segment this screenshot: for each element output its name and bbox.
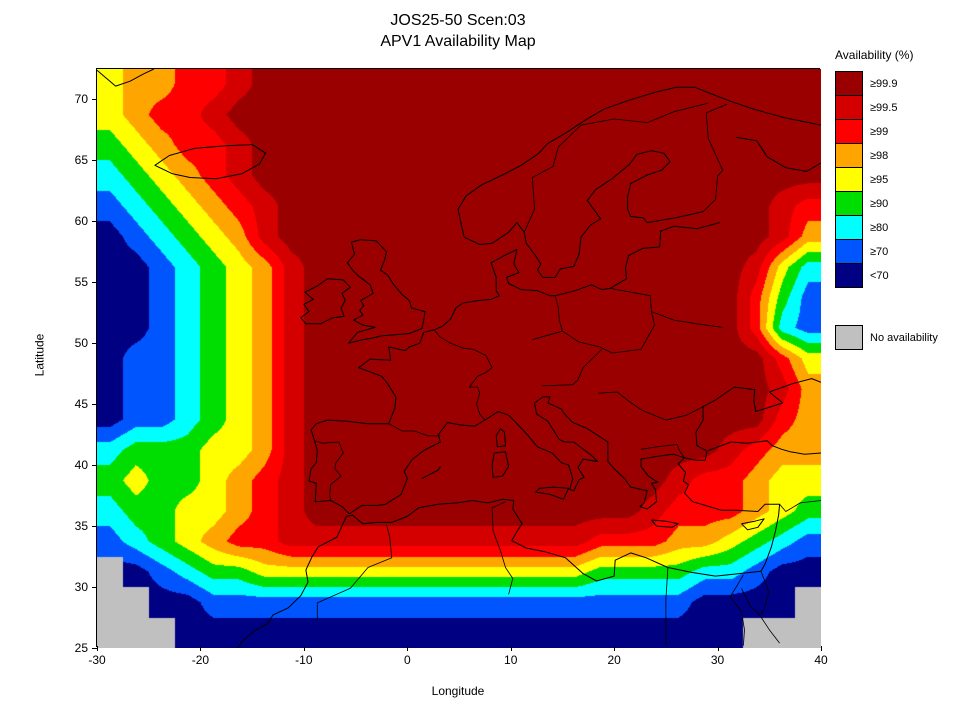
- y-tick-mark: [92, 160, 97, 162]
- legend-entry: ≥80: [835, 215, 957, 240]
- y-tick-label: 70: [74, 92, 88, 107]
- legend-swatch: [835, 95, 863, 120]
- legend-label: ≥90: [870, 197, 889, 210]
- legend-swatch: [835, 263, 863, 288]
- y-tick-label: 65: [74, 153, 88, 168]
- legend-swatch: [835, 325, 863, 350]
- x-tick-mark: [717, 646, 719, 651]
- y-tick-mark: [92, 587, 97, 589]
- x-tick-mark: [510, 646, 512, 651]
- y-tick-label: 25: [74, 641, 88, 655]
- y-tick-label: 60: [74, 214, 88, 229]
- y-tick-mark: [92, 282, 97, 284]
- legend-swatch: [835, 167, 863, 192]
- legend-entry: ≥98: [835, 143, 957, 168]
- chart-title-line1: JOS25-50 Scen:03: [390, 12, 526, 29]
- y-tick-label: 35: [74, 519, 88, 534]
- legend-label: <70: [870, 269, 889, 282]
- legend-label: ≥98: [870, 149, 889, 162]
- chart-title-line2: APV1 Availability Map: [380, 33, 536, 50]
- x-tick-label: -10: [295, 653, 313, 667]
- legend-label: ≥99.9: [870, 77, 898, 90]
- legend-title: Availability (%): [835, 48, 914, 62]
- y-tick-mark: [92, 343, 97, 345]
- y-axis-label: Latitude: [32, 333, 47, 377]
- availability-heatmap: [97, 69, 821, 648]
- y-tick-label: 40: [74, 458, 88, 473]
- legend-label: ≥70: [870, 245, 889, 258]
- legend-swatch: [835, 143, 863, 168]
- y-tick-label: 30: [74, 580, 88, 595]
- legend-entry: ≥99: [835, 119, 957, 144]
- y-tick-mark: [92, 404, 97, 406]
- legend-label: ≥80: [870, 221, 889, 234]
- x-tick-label: 0: [403, 653, 411, 667]
- x-tick-label: 40: [814, 653, 828, 667]
- legend-entry: ≥99.5: [835, 95, 957, 120]
- legend-label: ≥99: [870, 125, 889, 138]
- plot-area: -30 -20 -10 0 10 20 30 40 25 30 35 40 45 50 55 60 65 70: [75, 68, 828, 667]
- x-tick-label: 30: [710, 653, 725, 667]
- x-tick-mark: [614, 646, 616, 651]
- x-tick-label: -20: [191, 653, 210, 667]
- y-tick-mark: [92, 465, 97, 467]
- x-tick-mark: [821, 646, 822, 651]
- y-tick-label: 45: [74, 397, 88, 412]
- x-tick-label: -30: [88, 653, 106, 667]
- legend-entry: ≥70: [835, 239, 957, 264]
- legend-swatch: [835, 215, 863, 240]
- legend-entry: ≥99.9: [835, 71, 957, 96]
- x-tick-mark: [200, 646, 202, 651]
- legend: Availability (%) ≥99.9 ≥99.5 ≥99 ≥98 ≥95 ≥90 ≥…: [835, 48, 957, 350]
- legend-entry: <70: [835, 263, 957, 288]
- x-axis-label: Longitude: [431, 684, 485, 698]
- x-tick-mark: [97, 646, 98, 651]
- legend-swatch: [835, 119, 863, 144]
- legend-entry: ≥90: [835, 191, 957, 216]
- legend-entry: ≥95: [835, 167, 957, 192]
- legend-entry: No availability: [835, 325, 957, 350]
- legend-label: No availability: [870, 331, 938, 344]
- legend-label: ≥99.5: [870, 101, 898, 114]
- y-tick-mark: [92, 221, 97, 223]
- legend-label: ≥95: [870, 173, 889, 186]
- y-tick-mark: [92, 526, 97, 528]
- x-tick-mark: [407, 646, 409, 651]
- y-tick-mark: [92, 648, 97, 649]
- x-tick-label: 10: [504, 653, 518, 667]
- y-tick-label: 50: [74, 336, 88, 351]
- x-tick-mark: [303, 646, 305, 651]
- legend-swatch: [835, 71, 863, 96]
- x-tick-label: 20: [607, 653, 621, 667]
- y-tick-mark: [92, 99, 97, 101]
- legend-swatch: [835, 191, 863, 216]
- legend-swatch: [835, 239, 863, 264]
- legend-entries: ≥99.9 ≥99.5 ≥99 ≥98 ≥95 ≥90 ≥80 ≥70 <70 No availa…: [835, 71, 957, 350]
- chart-title: JOS25-50 Scen:03 APV1 Availability Map: [96, 10, 820, 52]
- y-tick-label: 55: [74, 275, 88, 290]
